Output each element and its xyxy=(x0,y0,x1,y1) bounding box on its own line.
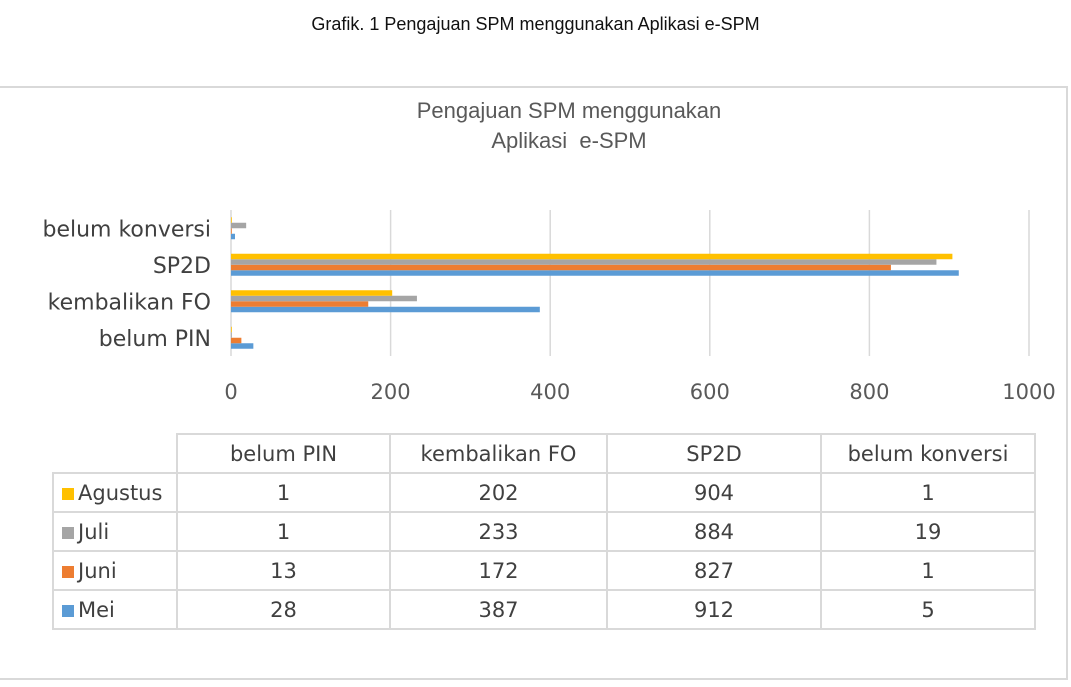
table-cell: 233 xyxy=(389,511,608,552)
bar xyxy=(231,217,232,223)
table-column-header: belum PIN xyxy=(176,433,391,474)
legend-entry: Juli xyxy=(52,511,178,552)
table-cell: 202 xyxy=(389,472,608,513)
data-table: belum PIN kembalikan FO SP2D belum konversi… xyxy=(52,433,1036,630)
x-tick-label: 800 xyxy=(849,380,889,404)
bar xyxy=(231,337,242,344)
bar xyxy=(231,259,937,265)
series-name: Juni xyxy=(78,558,117,583)
table-cell: 912 xyxy=(606,589,822,630)
table-cell: 1 xyxy=(820,472,1036,513)
table-cell: 1 xyxy=(176,511,391,552)
table-row: Juli 1 233 884 19 xyxy=(52,511,1036,552)
bar xyxy=(231,228,232,234)
bar xyxy=(231,233,235,240)
category-label: belum konversi xyxy=(42,217,211,242)
bar xyxy=(231,326,232,333)
bar xyxy=(231,270,959,276)
table-cell: 904 xyxy=(606,472,822,513)
legend-entry: Agustus xyxy=(52,472,178,513)
chart-title-line-2: Aplikasi e-SPM xyxy=(491,128,647,153)
legend-swatch xyxy=(62,487,74,500)
legend-swatch xyxy=(62,565,74,578)
table-cell: 13 xyxy=(176,550,391,591)
bar xyxy=(231,253,953,260)
table-column-header: belum konversi xyxy=(820,433,1036,474)
bar xyxy=(231,332,232,338)
x-tick-label: 200 xyxy=(371,380,411,404)
table-corner xyxy=(53,434,178,474)
x-tick-label: 1000 xyxy=(1002,380,1055,404)
legend-entry: Mei xyxy=(52,589,178,630)
bar xyxy=(231,264,891,271)
legend-entry: Juni xyxy=(52,550,178,591)
table-row: Juni 13 172 827 1 xyxy=(52,550,1036,591)
chart-frame xyxy=(0,86,1068,680)
table-cell: 172 xyxy=(389,550,608,591)
legend-swatch xyxy=(62,604,74,617)
table-row: Agustus 1 202 904 1 xyxy=(52,472,1036,513)
table-cell: 1 xyxy=(820,550,1036,591)
chart-title-line-1: Pengajuan SPM menggunakan xyxy=(416,98,722,123)
series-name: Juli xyxy=(78,519,110,544)
chart-title: Pengajuan SPM menggunakan Aplikasi e-SPM xyxy=(0,96,1071,156)
table-column-header: kembalikan FO xyxy=(389,433,608,474)
table-cell: 5 xyxy=(820,589,1036,630)
category-label: kembalikan FO xyxy=(48,290,211,315)
x-tick-label: 600 xyxy=(690,380,730,404)
bar xyxy=(231,343,254,349)
table-cell: 1 xyxy=(176,472,391,513)
table-cell: 387 xyxy=(389,589,608,630)
x-tick-label: 0 xyxy=(224,380,237,404)
table-row: Mei 28 387 912 5 xyxy=(52,589,1036,630)
table-cell: 827 xyxy=(606,550,822,591)
table-cell: 28 xyxy=(176,589,391,630)
series-name: Mei xyxy=(78,597,115,622)
legend-swatch xyxy=(62,526,74,539)
table-column-header: SP2D xyxy=(606,433,822,474)
table-cell: 884 xyxy=(606,511,822,552)
series-name: Agustus xyxy=(78,480,163,505)
x-tick-label: 400 xyxy=(530,380,570,404)
bar xyxy=(231,222,247,229)
bar xyxy=(231,301,369,307)
bar xyxy=(231,295,417,302)
bar xyxy=(231,306,540,313)
table-cell: 19 xyxy=(820,511,1036,552)
category-label: SP2D xyxy=(153,254,211,279)
bar xyxy=(231,290,393,296)
figure-caption: Grafik. 1 Pengajuan SPM menggunakan Apli… xyxy=(311,14,760,34)
category-label: belum PIN xyxy=(99,327,211,352)
